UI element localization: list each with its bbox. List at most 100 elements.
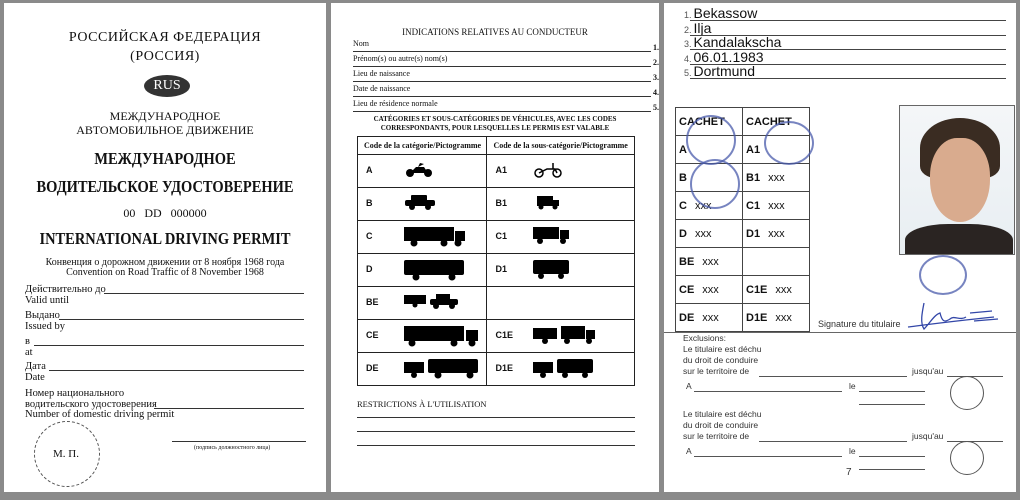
territory-line: [759, 376, 907, 377]
field-number: 1.: [684, 10, 692, 20]
at-line: [694, 456, 842, 457]
city-stamp: [764, 121, 814, 165]
until-label: jusqu'au: [912, 366, 944, 376]
category-code: C1: [495, 231, 507, 242]
category-stamp-cell: [742, 247, 810, 276]
exclusion-text: Le titulaire est déchu: [683, 344, 762, 354]
category-row: D D1: [356, 253, 635, 287]
field-label: Prénom(s) ou autre(s) nom(s): [353, 54, 448, 63]
convention-ru: Конвенция о дорожном движении от 8 ноябр…: [45, 257, 285, 268]
bus-icon: [404, 259, 464, 280]
city-stamp: [690, 159, 740, 209]
col-header-subcategory: Code de la sous-catégorie/Pictogramme: [486, 136, 635, 155]
category-code: A1: [495, 165, 507, 176]
holder-signature: [907, 302, 999, 331]
category-cell: B1: [486, 187, 635, 221]
field-label: Lieu de naissance: [353, 69, 410, 78]
category-code: CE: [366, 330, 379, 341]
category-row: A A1: [356, 154, 635, 188]
category-row: B B1: [356, 187, 635, 221]
holder-field-line: [690, 20, 1006, 21]
exclusion-text: du droit de conduire: [683, 355, 759, 365]
restriction-line: [357, 431, 635, 432]
issued-by-line: [59, 319, 304, 320]
category-cell: D1: [486, 253, 635, 287]
holder-photo: [899, 105, 1015, 255]
field-number: 1.: [653, 43, 659, 52]
valid-until-label-en: Valid until: [25, 295, 70, 306]
country-code-oval: RUS: [144, 75, 190, 97]
holder-field-1: 1. Bekassow: [684, 5, 757, 21]
category-code: B: [679, 171, 687, 184]
category-code: A: [366, 165, 373, 176]
category-row: BE: [356, 286, 635, 320]
category-code: CE: [679, 283, 695, 296]
col-header-category: Code de la catégorie/Pictogramme: [356, 136, 488, 155]
category-code: BE: [366, 297, 379, 308]
field-number: 5.: [653, 103, 659, 112]
category-value: xxx: [702, 311, 719, 324]
field-date-naissance: Date de naissance 4.: [353, 84, 659, 97]
right-page-holder-details: 1. Bekassow 2. Ilja 3. Kandalakscha 4. 06.01.19…: [664, 3, 1016, 492]
category-stamp-cell: DE xxx: [675, 303, 743, 332]
at-line: [694, 391, 842, 392]
field-number: 5.: [684, 68, 692, 78]
category-code: C: [679, 199, 687, 212]
seal-label: М. П.: [53, 448, 79, 460]
field-prenom: Prénom(s) ou autre(s) nom(s) 2.: [353, 54, 659, 67]
category-value: xxx: [768, 171, 785, 184]
restrictions-heading: RESTRICTIONS À L'UTILISATION: [357, 399, 487, 409]
category-cell: A1: [486, 154, 635, 188]
category-stamp-cell: BE xxx: [675, 247, 743, 276]
exclusion-text: du droit de conduire: [683, 420, 759, 430]
category-value: xxx: [775, 311, 792, 324]
territory-line: [759, 441, 907, 442]
categories-heading-1: CATÉGORIES ET SOUS-CATÉGORIES DE VÉHICUL…: [373, 115, 617, 123]
category-code: B1: [746, 171, 761, 184]
field-value: Ilja: [693, 19, 712, 36]
at-label-en: at: [25, 347, 33, 358]
car-trailer-icon: [404, 293, 458, 309]
date-line: [49, 370, 304, 371]
exclusion-text: sur le territoire de: [683, 366, 750, 376]
category-code: D1E: [495, 363, 513, 374]
category-code: C1E: [746, 283, 768, 296]
category-stamp-cell: D1 xxx: [742, 219, 810, 248]
field-label: Date de naissance: [353, 84, 411, 93]
category-value: xxx: [775, 283, 792, 296]
title-ru-line2: ВОДИТЕЛЬСКОЕ УДОСТОВЕРЕНИЕ: [36, 177, 294, 196]
category-cell: B: [356, 187, 488, 221]
category-cell: C1: [486, 220, 635, 254]
exclusion-text: sur le territoire de: [683, 431, 750, 441]
category-code: D1: [495, 264, 507, 275]
left-page-russian-cover: РОССИЙСКАЯ ФЕДЕРАЦИЯ (РОССИЯ) RUS МЕЖДУН…: [4, 3, 326, 492]
at-label: A: [686, 446, 692, 456]
date-label-en: Date: [25, 372, 45, 383]
categories-table: Code de la catégorie/Pictogramme Code de …: [356, 136, 635, 386]
stamp-circle: [950, 376, 984, 410]
title-en: INTERNATIONAL DRIVING PERMIT: [39, 229, 291, 248]
field-label: Nom: [353, 39, 369, 48]
on-label: le: [849, 381, 856, 391]
on-line: [859, 456, 925, 457]
signature-line: [859, 404, 925, 405]
until-line: [947, 441, 1003, 442]
field-number: 4.: [653, 88, 659, 97]
car-icon: [405, 194, 435, 210]
field-number: 2.: [653, 58, 659, 67]
holder-field-2: 2. Ilja: [684, 20, 711, 36]
category-cell: D1E: [486, 352, 635, 386]
at-label-ru: в: [25, 336, 30, 347]
restriction-line: [357, 417, 635, 418]
category-value: xxx: [694, 227, 712, 240]
subtitle-line2: АВТОМОБИЛЬНОЕ ДВИЖЕНИЕ: [76, 123, 254, 137]
category-code: DE: [679, 311, 695, 324]
category-code: D: [366, 264, 373, 275]
category-stamp-cell: B1 xxx: [742, 163, 810, 192]
category-cell: CE: [356, 319, 488, 353]
restriction-line: [357, 445, 635, 446]
category-value: xxx: [768, 227, 785, 240]
subtitle-line1: МЕЖДУНАРОДНОЕ: [109, 109, 221, 123]
category-stamp-cell: C1 xxx: [742, 191, 810, 220]
holder-field-4: 4. 06.01.1983: [684, 49, 764, 65]
